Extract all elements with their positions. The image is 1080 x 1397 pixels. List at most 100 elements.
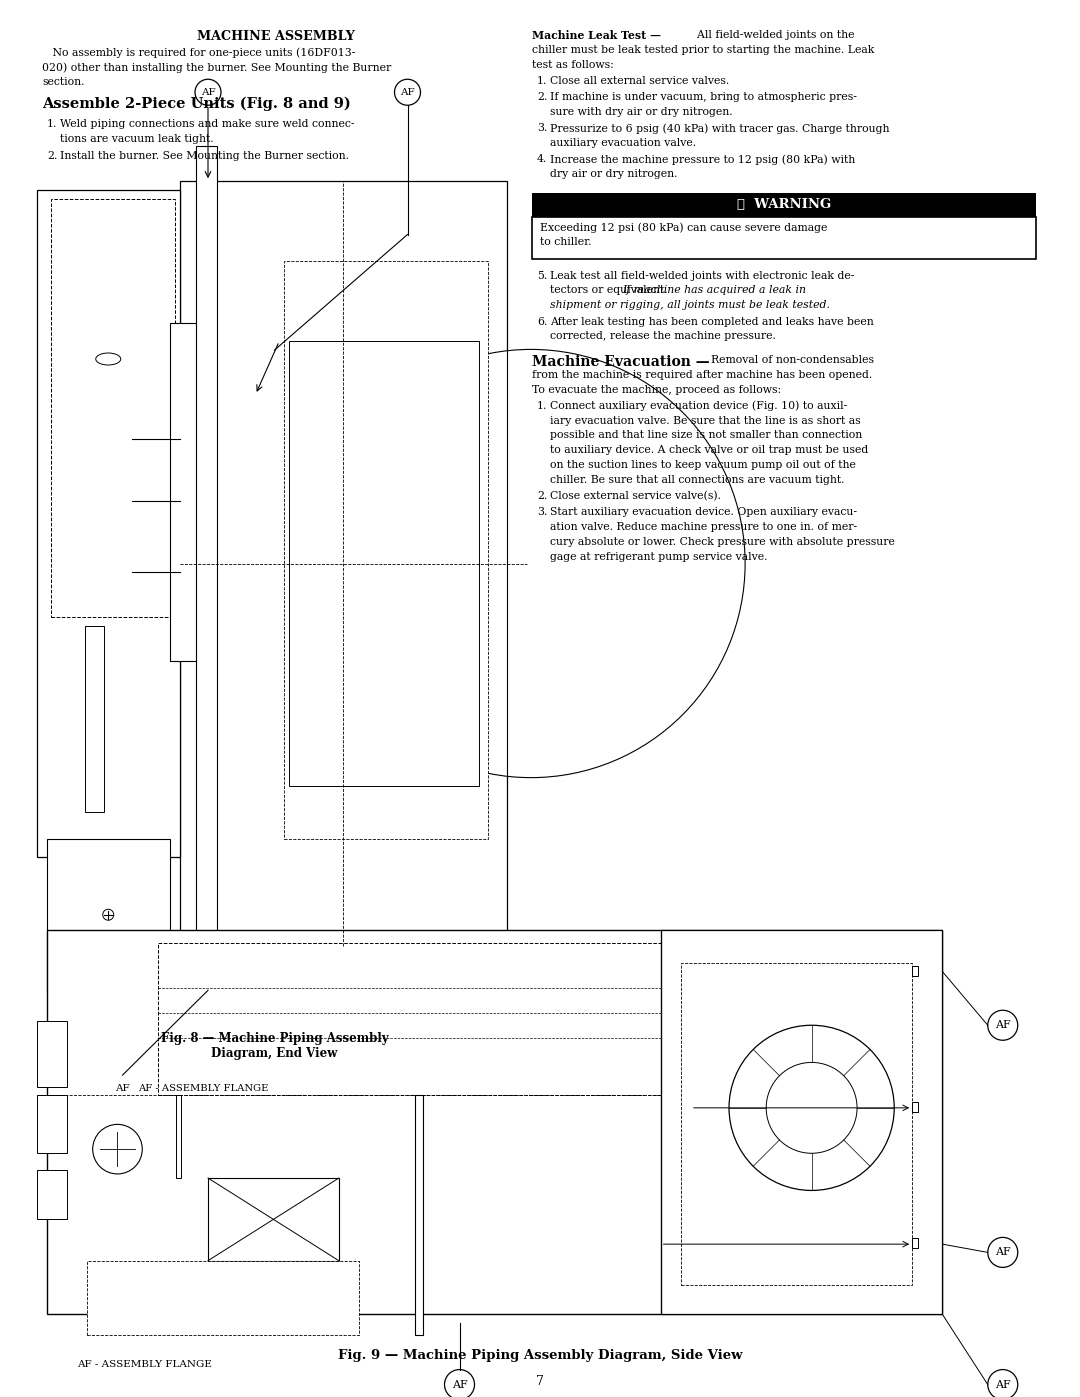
Text: corrected, release the machine pressure.: corrected, release the machine pressure.: [550, 331, 775, 341]
Circle shape: [316, 349, 745, 778]
FancyBboxPatch shape: [37, 1169, 67, 1220]
Text: 1.: 1.: [537, 401, 548, 411]
Circle shape: [93, 1125, 143, 1173]
Text: 7: 7: [536, 1375, 544, 1389]
FancyBboxPatch shape: [288, 341, 478, 787]
Text: Install the burner. See Mounting the Burner section.: Install the burner. See Mounting the Bur…: [60, 151, 349, 161]
Text: No assembly is required for one-piece units (16DF013-: No assembly is required for one-piece un…: [42, 47, 355, 59]
FancyBboxPatch shape: [532, 193, 1036, 217]
Text: 020) other than installing the burner. See Mounting the Burner: 020) other than installing the burner. S…: [42, 63, 391, 73]
Text: 2.: 2.: [537, 492, 548, 502]
Text: 4.: 4.: [537, 154, 548, 165]
FancyBboxPatch shape: [284, 261, 488, 840]
Text: 6.: 6.: [537, 317, 548, 327]
FancyBboxPatch shape: [913, 965, 918, 975]
Text: AF: AF: [451, 1380, 468, 1390]
FancyBboxPatch shape: [37, 1021, 67, 1087]
FancyBboxPatch shape: [48, 930, 943, 1315]
Text: All field-welded joints on the: All field-welded joints on the: [690, 29, 854, 41]
Circle shape: [103, 909, 113, 921]
FancyBboxPatch shape: [197, 145, 217, 990]
Circle shape: [109, 1076, 135, 1101]
FancyBboxPatch shape: [84, 626, 104, 813]
Circle shape: [394, 80, 420, 105]
Text: cury absolute or lower. Check pressure with absolute pressure: cury absolute or lower. Check pressure w…: [550, 536, 895, 548]
Text: to auxiliary device. A check valve or oil trap must be used: to auxiliary device. A check valve or oi…: [550, 446, 868, 455]
FancyBboxPatch shape: [661, 930, 943, 1315]
Text: Fig. 9 — Machine Piping Assembly Diagram, Side View: Fig. 9 — Machine Piping Assembly Diagram…: [338, 1350, 742, 1362]
Text: from the machine is required after machine has been opened.: from the machine is required after machi…: [532, 370, 873, 380]
Text: AF: AF: [995, 1380, 1011, 1390]
Text: Removal of non-condensables: Removal of non-condensables: [704, 355, 874, 365]
FancyBboxPatch shape: [680, 964, 913, 1285]
Text: Leak test all field-welded joints with electronic leak de-: Leak test all field-welded joints with e…: [550, 271, 854, 281]
FancyBboxPatch shape: [176, 1095, 180, 1178]
Text: iary evacuation valve. Be sure that the line is as short as: iary evacuation valve. Be sure that the …: [550, 416, 861, 426]
Text: Exceeding 12 psi (80 kPa) can cause severe damage
to chiller.: Exceeding 12 psi (80 kPa) can cause seve…: [540, 222, 827, 247]
Text: possible and that line size is not smaller than connection: possible and that line size is not small…: [550, 430, 862, 440]
FancyBboxPatch shape: [913, 1102, 918, 1112]
Text: tions are vacuum leak tight.: tions are vacuum leak tight.: [60, 134, 214, 144]
FancyBboxPatch shape: [37, 1095, 67, 1154]
Text: Close all external service valves.: Close all external service valves.: [550, 75, 729, 85]
Text: 1.: 1.: [537, 75, 548, 85]
Text: Close external service valve(s).: Close external service valve(s).: [550, 492, 721, 502]
Text: dry air or dry nitrogen.: dry air or dry nitrogen.: [550, 169, 677, 179]
Circle shape: [445, 1369, 474, 1397]
FancyBboxPatch shape: [532, 217, 1036, 258]
Text: shipment or rigging, all joints must be leak tested.: shipment or rigging, all joints must be …: [550, 300, 831, 310]
Text: chiller. Be sure that all connections are vacuum tight.: chiller. Be sure that all connections ar…: [550, 475, 845, 485]
Text: ⚠  WARNING: ⚠ WARNING: [737, 198, 832, 211]
Text: test as follows:: test as follows:: [532, 60, 613, 70]
Text: Diagram, End View: Diagram, End View: [212, 1046, 338, 1060]
Text: gage at refrigerant pump service valve.: gage at refrigerant pump service valve.: [550, 552, 768, 562]
Text: Machine Evacuation —: Machine Evacuation —: [532, 355, 710, 369]
Circle shape: [766, 1063, 858, 1154]
Text: section.: section.: [42, 77, 84, 88]
Circle shape: [729, 1025, 894, 1190]
Text: MACHINE ASSEMBLY: MACHINE ASSEMBLY: [197, 29, 355, 43]
Text: chiller must be leak tested prior to starting the machine. Leak: chiller must be leak tested prior to sta…: [532, 45, 875, 54]
FancyBboxPatch shape: [416, 1095, 423, 1336]
Text: 2.: 2.: [537, 92, 548, 102]
FancyBboxPatch shape: [37, 190, 179, 856]
FancyBboxPatch shape: [307, 562, 465, 567]
Text: Pressurize to 6 psig (40 kPa) with tracer gas. Charge through: Pressurize to 6 psig (40 kPa) with trace…: [550, 123, 890, 134]
Text: Fig. 8 — Machine Piping Assembly: Fig. 8 — Machine Piping Assembly: [161, 1032, 389, 1045]
FancyBboxPatch shape: [158, 943, 661, 1095]
FancyBboxPatch shape: [298, 377, 474, 750]
FancyBboxPatch shape: [170, 324, 203, 661]
FancyBboxPatch shape: [51, 198, 175, 617]
Text: AF - ASSEMBLY FLANGE: AF - ASSEMBLY FLANGE: [138, 1084, 269, 1092]
Text: sure with dry air or dry nitrogen.: sure with dry air or dry nitrogen.: [550, 108, 732, 117]
FancyBboxPatch shape: [208, 1178, 339, 1260]
Text: AF: AF: [401, 88, 415, 96]
Text: After leak testing has been completed and leaks have been: After leak testing has been completed an…: [550, 317, 874, 327]
Text: If machine is under vacuum, bring to atmospheric pres-: If machine is under vacuum, bring to atm…: [550, 92, 856, 102]
Text: 2.: 2.: [48, 151, 57, 161]
Text: auxiliary evacuation valve.: auxiliary evacuation valve.: [550, 138, 697, 148]
Text: Machine Leak Test —: Machine Leak Test —: [532, 29, 661, 41]
Circle shape: [988, 1010, 1017, 1041]
Text: AF: AF: [995, 1020, 1011, 1030]
Text: 3.: 3.: [537, 123, 548, 133]
Circle shape: [988, 1238, 1017, 1267]
FancyBboxPatch shape: [913, 1238, 918, 1248]
Text: Weld piping connections and make sure weld connec-: Weld piping connections and make sure we…: [60, 119, 354, 129]
Text: 5.: 5.: [537, 271, 548, 281]
Text: Increase the machine pressure to 12 psig (80 kPa) with: Increase the machine pressure to 12 psig…: [550, 154, 855, 165]
Text: AF - ASSEMBLY FLANGE: AF - ASSEMBLY FLANGE: [78, 1359, 212, 1369]
FancyBboxPatch shape: [179, 182, 508, 946]
FancyBboxPatch shape: [46, 840, 170, 990]
Circle shape: [988, 1369, 1017, 1397]
FancyBboxPatch shape: [446, 971, 458, 1017]
Text: Start auxiliary evacuation device. Open auxiliary evacu-: Start auxiliary evacuation device. Open …: [550, 507, 858, 517]
Text: To evacuate the machine, proceed as follows:: To evacuate the machine, proceed as foll…: [532, 384, 781, 394]
Text: AF: AF: [995, 1248, 1011, 1257]
Text: tectors or equivalent.: tectors or equivalent.: [550, 285, 671, 295]
Text: ation valve. Reduce machine pressure to one in. of mer-: ation valve. Reduce machine pressure to …: [550, 522, 858, 532]
Text: on the suction lines to keep vacuum pump oil out of the: on the suction lines to keep vacuum pump…: [550, 460, 855, 469]
FancyBboxPatch shape: [87, 1260, 359, 1336]
Circle shape: [195, 80, 221, 105]
Text: 1.: 1.: [48, 119, 57, 129]
